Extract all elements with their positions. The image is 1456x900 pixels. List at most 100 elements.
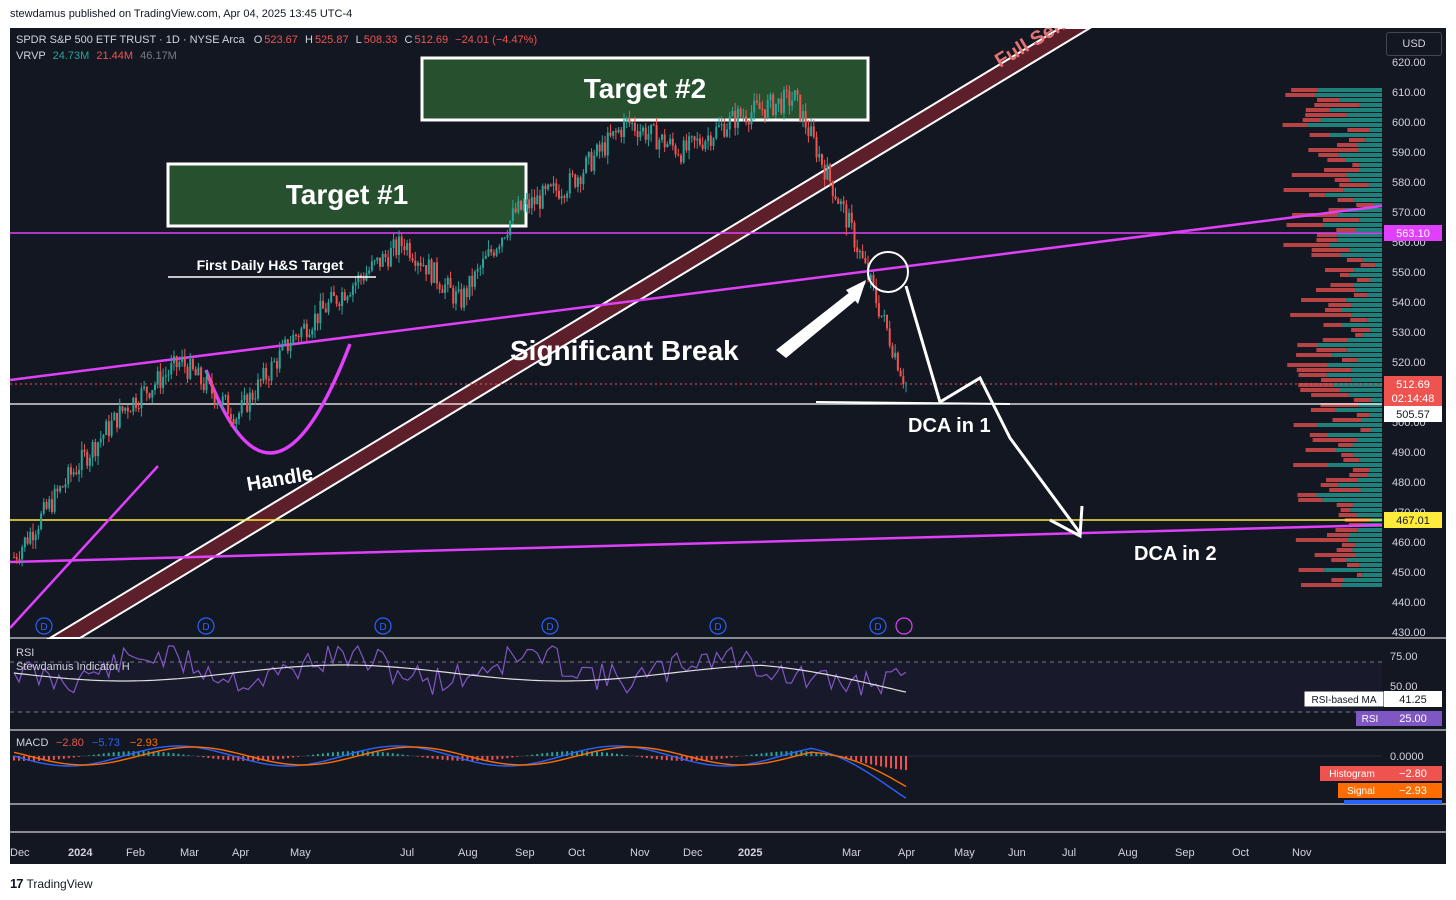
candle-body bbox=[473, 271, 476, 287]
candle-body bbox=[487, 249, 490, 256]
earnings-marker-icon[interactable] bbox=[895, 617, 913, 635]
candle-body bbox=[126, 407, 129, 412]
candle-body bbox=[332, 292, 335, 296]
candle-body bbox=[769, 94, 772, 101]
volume-bar-down bbox=[1328, 208, 1346, 212]
candle-body bbox=[785, 89, 788, 91]
volume-bar-down bbox=[1301, 298, 1347, 302]
candle-body bbox=[568, 173, 571, 194]
candle-body bbox=[381, 253, 384, 267]
volume-bar-down bbox=[1311, 253, 1341, 257]
candle-body bbox=[525, 199, 528, 205]
upper-trendline[interactable] bbox=[10, 204, 1383, 382]
volume-bar-up bbox=[1352, 503, 1382, 507]
volume-bar-down bbox=[1338, 513, 1357, 517]
dividend-marker[interactable] bbox=[197, 617, 215, 635]
candle-body bbox=[441, 289, 444, 293]
candle-body bbox=[891, 345, 894, 358]
dividend-marker-icon: D bbox=[546, 622, 553, 633]
tradingview-brand[interactable]: 17 TradingView bbox=[10, 876, 93, 891]
candle-body bbox=[97, 442, 100, 457]
candle-body bbox=[243, 394, 246, 401]
volume-bar-up bbox=[1346, 113, 1382, 117]
candle-body bbox=[267, 379, 270, 381]
volume-bar-down bbox=[1286, 223, 1325, 227]
price-tag-563-bg bbox=[1384, 225, 1442, 241]
rsi-indicator-title: Stewdamus Indicator H bbox=[16, 661, 130, 673]
dividend-marker[interactable] bbox=[35, 617, 53, 635]
signal-line bbox=[13, 746, 907, 788]
volume-bar-down bbox=[1352, 468, 1370, 472]
chart-canvas[interactable]: Full Send Target #1 Target #2 First Dail… bbox=[10, 28, 1446, 864]
price-tag-467-text: 467.01 bbox=[1396, 515, 1430, 527]
time-axis[interactable]: Dec 2024 Feb Mar Apr May Jul Aug Sep Oct Nov Dec 202… bbox=[10, 847, 1312, 859]
candle-body bbox=[346, 296, 349, 301]
candle-body bbox=[91, 441, 94, 458]
volume-bar-down bbox=[1353, 293, 1367, 297]
chart-frame[interactable]: SPDR S&P 500 ETF TRUST · 1D · NYSE Arca … bbox=[10, 28, 1446, 864]
volume-bar-up bbox=[1349, 273, 1382, 277]
candle-body bbox=[894, 352, 897, 358]
early-trendline[interactable] bbox=[10, 465, 159, 629]
dividend-marker-icon: D bbox=[874, 622, 881, 633]
macd-tag-bg bbox=[1344, 800, 1384, 804]
candle-body bbox=[883, 314, 886, 316]
vrvp-up-volume: 24.73M bbox=[52, 50, 90, 62]
candle-body bbox=[153, 384, 156, 391]
candle-body bbox=[482, 258, 485, 268]
volume-bar-up bbox=[1359, 103, 1382, 107]
candle-body bbox=[289, 344, 292, 352]
dividend-marker[interactable] bbox=[709, 617, 727, 635]
dividend-marker[interactable] bbox=[374, 617, 392, 635]
volume-bar-up bbox=[1348, 393, 1382, 397]
candle-body bbox=[864, 257, 867, 263]
volume-bar-up bbox=[1359, 168, 1382, 172]
dividend-marker[interactable] bbox=[541, 617, 559, 635]
currency-button[interactable]: USD bbox=[1386, 32, 1442, 56]
candle-body bbox=[227, 395, 230, 415]
candle-body bbox=[37, 529, 40, 535]
volume-bar-down bbox=[1293, 423, 1317, 427]
candle-body bbox=[26, 537, 29, 544]
rsi-value: 25.00 bbox=[1399, 713, 1427, 725]
macd-pane[interactable]: MACD −2.80 −5.73 −2.93 0.0000 Histogram … bbox=[10, 737, 1442, 804]
candle-body bbox=[880, 315, 883, 317]
symbol-label[interactable]: SPDR S&P 500 ETF TRUST · 1D · NYSE Arca bbox=[16, 34, 245, 46]
volume-bar-up bbox=[1351, 303, 1382, 307]
projection-path bbox=[904, 285, 1082, 534]
candle-body bbox=[801, 111, 804, 121]
volume-bar-down bbox=[1349, 473, 1368, 477]
volume-bar-down bbox=[1360, 428, 1371, 432]
candle-body bbox=[631, 123, 634, 125]
candle-body bbox=[650, 124, 653, 135]
time-tick: 2025 bbox=[738, 847, 762, 859]
candle-body bbox=[761, 109, 764, 111]
volume-bar-up bbox=[1347, 338, 1382, 342]
price-axis[interactable]: 620.00610.00600.00590.00580.00570.00560.… bbox=[1392, 57, 1426, 639]
last-price-tag-bg bbox=[1384, 376, 1442, 406]
volume-bar-down bbox=[1308, 148, 1359, 152]
candle-body bbox=[818, 154, 821, 158]
volume-bar-up bbox=[1354, 198, 1382, 202]
rsi-pane[interactable]: RSI Stewdamus Indicator H 75.00 50.00 RS… bbox=[10, 644, 1442, 726]
candle-body bbox=[520, 200, 523, 210]
dividend-marker[interactable] bbox=[869, 617, 887, 635]
target-1-label: Target #1 bbox=[286, 179, 408, 210]
dividend-marker-icon: D bbox=[40, 622, 47, 633]
volume-bar-down bbox=[1355, 333, 1363, 337]
lower-trendline[interactable] bbox=[10, 523, 1383, 564]
candle-body bbox=[530, 197, 533, 209]
candle-body bbox=[899, 370, 902, 377]
vrvp-label[interactable]: VRVP bbox=[16, 50, 46, 62]
candle-body bbox=[633, 123, 636, 132]
chart-header: SPDR S&P 500 ETF TRUST · 1D · NYSE Arca … bbox=[16, 34, 537, 46]
candle-body bbox=[850, 212, 853, 223]
candle-body bbox=[107, 421, 110, 436]
candle-body bbox=[560, 196, 563, 199]
candle-body bbox=[373, 260, 376, 262]
volume-bar-up bbox=[1356, 358, 1382, 362]
candle-body bbox=[544, 185, 547, 190]
candle-body bbox=[208, 376, 211, 382]
volume-bar-up bbox=[1329, 243, 1382, 247]
